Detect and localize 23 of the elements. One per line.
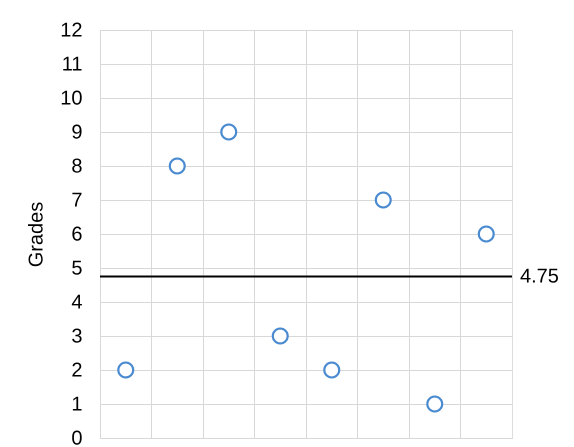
y-tick-label: 5 bbox=[71, 258, 82, 280]
y-tick-label: 6 bbox=[71, 224, 82, 246]
point bbox=[117, 362, 134, 378]
y-tick-label: 1 bbox=[71, 394, 82, 416]
y-tick-label: 3 bbox=[71, 326, 82, 348]
y-tick-label: 7 bbox=[71, 190, 82, 212]
y-tick-label: 2 bbox=[71, 360, 82, 382]
y-axis-title: Grades bbox=[25, 202, 48, 268]
y-tick-label: 9 bbox=[71, 122, 82, 144]
y-tick-label: 0 bbox=[71, 428, 82, 447]
y-tick-label: 8 bbox=[71, 156, 82, 178]
point bbox=[426, 396, 444, 412]
ref-line-label: 4.75 bbox=[520, 266, 559, 288]
point bbox=[374, 192, 392, 208]
point bbox=[323, 362, 340, 378]
point bbox=[168, 158, 186, 174]
point bbox=[478, 226, 495, 242]
y-tick-label: 10 bbox=[60, 88, 82, 110]
y-tick-label: 4 bbox=[71, 292, 82, 314]
point bbox=[272, 328, 289, 344]
point bbox=[220, 124, 238, 140]
y-tick-label: 11 bbox=[62, 54, 82, 76]
y-tick-label: 12 bbox=[60, 20, 82, 42]
